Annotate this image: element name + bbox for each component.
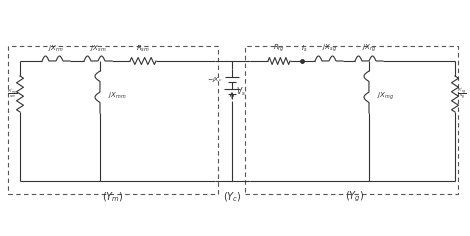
Text: $R_{rg}$: $R_{rg}$ xyxy=(273,42,285,54)
Text: $jX_{sg}$: $jX_{sg}$ xyxy=(321,42,337,54)
Text: $\frac{R'_{rm}}{s_m}$: $\frac{R'_{rm}}{s_m}$ xyxy=(8,88,18,100)
Bar xyxy=(245,46,458,194)
Text: $R_{sm}$: $R_{sm}$ xyxy=(136,44,150,54)
Text: $V_s$: $V_s$ xyxy=(236,86,246,98)
Text: $-jX_c$: $-jX_c$ xyxy=(207,75,223,84)
Text: $I_s$: $I_s$ xyxy=(301,44,307,54)
Text: $\frac{R'_{rg}}{s_g}$: $\frac{R'_{rg}}{s_g}$ xyxy=(457,87,467,101)
Text: $jX_{mg}$: $jX_{mg}$ xyxy=(377,90,394,102)
Bar xyxy=(8,46,218,194)
Text: $jX_{mm}$: $jX_{mm}$ xyxy=(108,91,127,101)
Text: $jX_{rm}$: $jX_{rm}$ xyxy=(48,44,64,54)
Text: $(Y_m)$: $(Y_m)$ xyxy=(102,190,124,204)
Text: $jX_{rg}$: $jX_{rg}$ xyxy=(362,42,376,54)
Text: $( Y_c)$: $( Y_c)$ xyxy=(223,190,242,204)
Text: $jX_{sm}$: $jX_{sm}$ xyxy=(90,44,106,54)
Text: $(Y_g)$: $(Y_g)$ xyxy=(345,190,365,204)
